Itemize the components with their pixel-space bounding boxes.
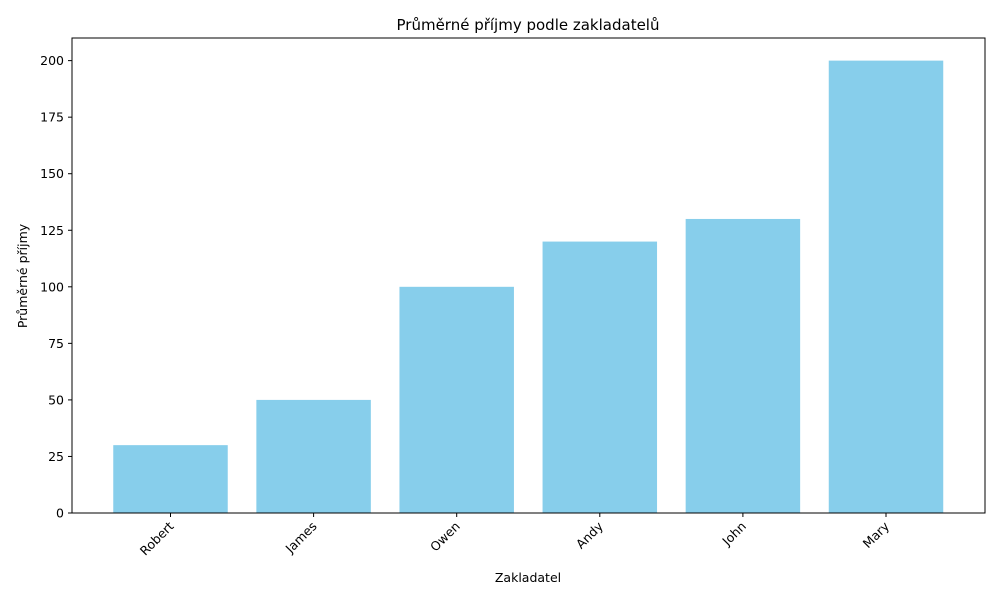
y-tick-label: 0 <box>56 506 64 521</box>
bar-andy <box>542 241 658 514</box>
y-tick-label: 25 <box>48 449 64 464</box>
plot-frame <box>71 37 986 514</box>
y-tick-label: 125 <box>40 223 64 238</box>
bar-mary <box>828 60 944 513</box>
y-tick-label: 175 <box>40 110 64 125</box>
chart-title: Průměrné příjmy podle zakladatelů <box>397 16 660 34</box>
bar-robert <box>113 445 228 513</box>
y-tick-label: 200 <box>40 53 64 68</box>
bar-james <box>256 399 371 513</box>
y-tick-label: 150 <box>40 166 64 181</box>
y-axis-ticks: 0 25 50 75 100 125 150 175 200 <box>40 53 72 521</box>
y-tick-label: 50 <box>48 392 64 407</box>
bar-john <box>685 218 801 513</box>
y-tick-label: 100 <box>40 279 64 294</box>
bar-owen <box>399 286 514 513</box>
bars-group <box>113 60 944 514</box>
y-axis-title: Průměrné příjmy <box>15 223 30 328</box>
x-axis-title: Zakladatel <box>495 570 561 585</box>
y-tick-label: 75 <box>48 336 64 351</box>
